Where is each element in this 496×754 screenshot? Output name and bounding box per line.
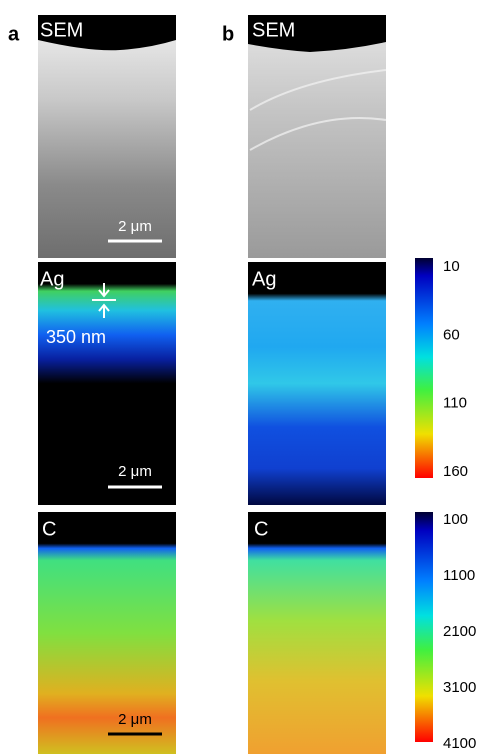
colorbar-tick-label: 1100 xyxy=(443,567,475,584)
c-map xyxy=(248,512,386,754)
colorbar-tick-label: 2100 xyxy=(443,623,476,640)
image-label: C xyxy=(42,518,56,540)
image-label: C xyxy=(254,518,268,540)
texture xyxy=(249,69,387,151)
annotation: 350 nm xyxy=(46,327,106,347)
colorbar xyxy=(415,512,433,742)
image-label: SEM xyxy=(252,19,295,41)
sem-top xyxy=(38,15,176,51)
scale-bar-label: 2 μm xyxy=(118,463,152,480)
scale-bar-label: 2 μm xyxy=(118,711,152,728)
colorbar-tick-label: 10 xyxy=(443,258,460,275)
image-label: SEM xyxy=(40,19,83,41)
image-label: Ag xyxy=(40,268,64,290)
colorbar-tick-label: 4100 xyxy=(443,735,476,752)
colorbar-tick-label: 100 xyxy=(443,511,468,528)
panel-label: a xyxy=(8,23,20,45)
ag-map xyxy=(248,262,386,505)
colorbar-tick-label: 3100 xyxy=(443,679,476,696)
image-label: Ag xyxy=(252,268,276,290)
c-map xyxy=(38,512,176,754)
sem-top xyxy=(248,15,386,52)
sem-image xyxy=(248,15,386,258)
colorbar-tick-label: 110 xyxy=(443,395,467,412)
colorbar xyxy=(415,258,433,478)
sem-image xyxy=(38,15,176,258)
panel-label: b xyxy=(222,23,234,45)
scale-bar-label: 2 μm xyxy=(118,218,152,235)
colorbar-tick-label: 160 xyxy=(443,463,468,480)
colorbar-tick-label: 60 xyxy=(443,326,460,343)
thickness-arrows xyxy=(92,283,116,318)
ag-map xyxy=(38,262,176,505)
